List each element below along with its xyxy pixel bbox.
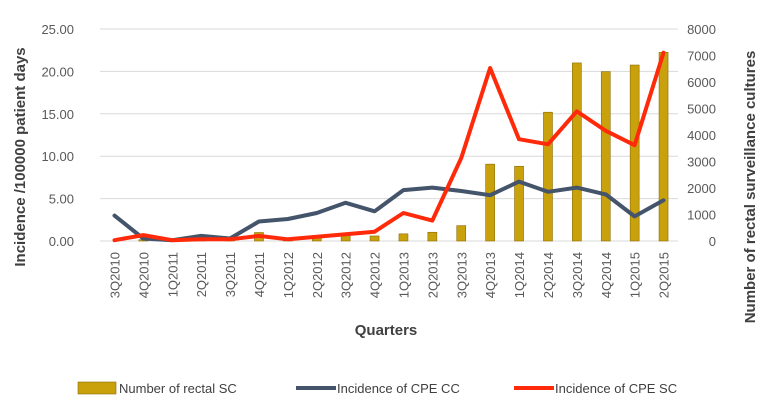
bar-rectal-sc (572, 62, 582, 242)
bar-rectal-sc (514, 165, 524, 242)
bar-rectal-sc (369, 235, 380, 242)
x-tick-label: 2Q2014 (541, 252, 556, 298)
y-right-tick-label: 0 (709, 234, 716, 249)
legend-label: Number of rectal SC (119, 381, 237, 396)
bar-rectal-sc (456, 225, 467, 242)
y-right-tick-label: 5000 (687, 102, 716, 117)
x-tick-label: 3Q2011 (223, 252, 238, 297)
y-axis-right-title: Number of rectal surveillance cultures (742, 51, 759, 324)
y-right-tick-label: 3000 (687, 155, 716, 170)
bar-rectal-sc (658, 52, 669, 242)
x-tick-label: 3Q2013 (454, 252, 469, 298)
x-tick-label: 1Q2011 (165, 252, 180, 297)
y-right-tick-label: 8000 (687, 22, 716, 37)
gridlines (100, 28, 678, 242)
line-incidence-of-cpe-sc (112, 50, 666, 243)
x-tick-label: 2Q2015 (657, 252, 672, 298)
x-tick-label: 2Q2012 (310, 252, 325, 298)
y-left-tick-label: 15.00 (41, 107, 74, 122)
left-axis-ticks: 0.00 5.00 10.00 15.00 20.00 25.00 (41, 22, 74, 249)
legend-swatch-bar (77, 381, 117, 395)
y-right-tick-label: 2000 (687, 181, 716, 196)
legend: Number of rectal SC Incidence of CPE CC In… (77, 381, 677, 396)
x-tick-label: 2Q2013 (425, 252, 440, 298)
x-tick-label: 1Q2014 (512, 252, 527, 298)
y-right-tick-label: 7000 (687, 49, 716, 64)
line-series (112, 50, 666, 243)
x-tick-label: 1Q2015 (628, 252, 643, 298)
y-axis-left-title: Incidence /100000 patient days (12, 47, 29, 266)
x-tick-label: 3Q2010 (107, 252, 122, 298)
x-tick-label: 3Q2012 (339, 252, 354, 298)
bar-rectal-sc (427, 231, 438, 242)
right-axis-ticks: 0 1000 2000 3000 4000 5000 6000 7000 8000 (687, 22, 716, 249)
x-tick-label: 4Q2012 (368, 252, 383, 298)
x-tick-label: 4Q2013 (483, 252, 498, 298)
x-tick-label: 4Q2010 (136, 252, 151, 298)
bar-rectal-sc (485, 163, 495, 242)
line-incidence-of-cpe-cc (112, 179, 666, 243)
x-tick-label: 4Q2011 (252, 252, 267, 297)
y-right-tick-label: 6000 (687, 75, 716, 90)
x-tick-label: 3Q2014 (570, 252, 585, 298)
x-tick-label: 4Q2014 (599, 252, 614, 298)
x-tick-label: 1Q2012 (281, 252, 296, 298)
y-left-tick-label: 0.00 (49, 234, 74, 249)
bar-rectal-sc (600, 71, 611, 242)
x-axis-ticks: 3Q2010 4Q2010 1Q2011 2Q2011 3Q2011 4Q2011 1Q20… (107, 252, 671, 298)
y-left-tick-label: 25.00 (41, 22, 74, 37)
x-axis-title: Quarters (355, 322, 418, 339)
y-left-tick-label: 10.00 (41, 149, 74, 164)
y-left-tick-label: 20.00 (41, 64, 74, 79)
y-right-tick-label: 1000 (687, 208, 716, 223)
y-right-tick-label: 4000 (687, 128, 716, 143)
bar-rectal-sc (398, 233, 409, 242)
legend-label: Incidence of CPE CC (337, 381, 460, 396)
bar-rectal-sc (629, 64, 640, 242)
bar-rectal-sc (543, 111, 553, 242)
legend-label: Incidence of CPE SC (555, 381, 677, 396)
x-tick-label: 2Q2011 (194, 252, 209, 297)
x-tick-label: 1Q2013 (396, 252, 411, 298)
y-left-tick-label: 5.00 (49, 192, 74, 207)
